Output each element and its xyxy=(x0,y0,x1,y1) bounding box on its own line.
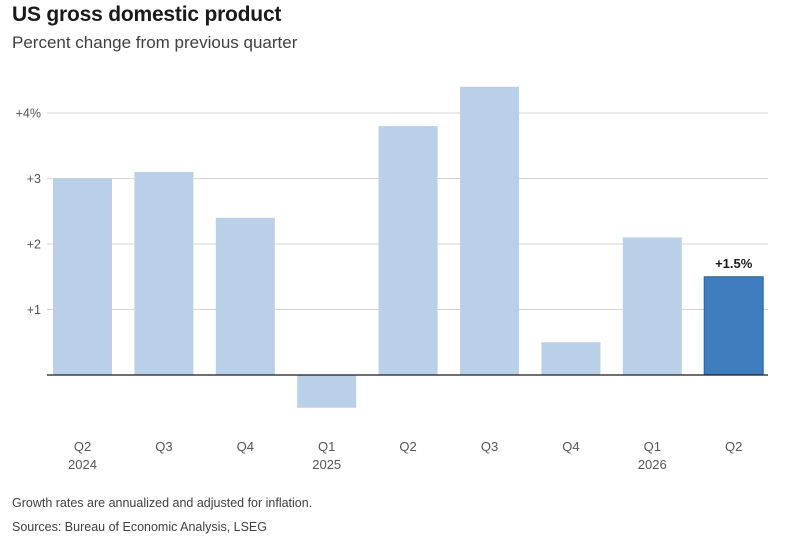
x-tick-label: Q4 xyxy=(237,439,254,454)
y-tick-label: +4% xyxy=(16,107,41,121)
x-tick-label: Q1 xyxy=(644,439,661,454)
bar-5 xyxy=(460,86,519,376)
y-tick-label: +2 xyxy=(27,238,41,252)
x-tick-label: Q3 xyxy=(481,439,498,454)
footnote: Growth rates are annualized and adjusted… xyxy=(12,496,313,510)
bar-8 xyxy=(703,276,764,376)
y-tick-label: +3 xyxy=(27,172,41,186)
bar-2 xyxy=(215,217,275,375)
x-tick-label: Q4 xyxy=(562,439,579,454)
chart-subtitle: Percent change from previous quarter xyxy=(12,33,298,52)
bar-3 xyxy=(297,375,357,408)
x-tick-label: Q2 xyxy=(725,439,742,454)
x-tick-year-label: 2025 xyxy=(312,457,341,472)
bar-1 xyxy=(134,171,194,375)
gdp-bar-chart: +1 +2 +3 +4% Q2 2024 Q3 Q4 Q1 2025 Q2 Q3 Q4 Q1 2026 Q2 +… xyxy=(16,86,768,472)
x-tick-label: Q2 xyxy=(399,439,416,454)
bar-6 xyxy=(541,342,601,375)
bar-7 xyxy=(622,237,682,375)
bar-4 xyxy=(378,126,438,375)
bar-0 xyxy=(53,178,112,375)
x-tick-label: Q2 xyxy=(74,439,91,454)
chart-title: US gross domestic product xyxy=(12,3,282,26)
source-note: Sources: Bureau of Economic Analysis, LS… xyxy=(12,520,267,534)
x-tick-year-label: 2026 xyxy=(638,457,667,472)
data-label: +1.5% xyxy=(715,256,753,271)
x-tick-label: Q1 xyxy=(318,439,335,454)
x-tick-label: Q3 xyxy=(155,439,172,454)
y-tick-label: +1 xyxy=(27,303,41,317)
x-tick-year-label: 2024 xyxy=(68,457,97,472)
